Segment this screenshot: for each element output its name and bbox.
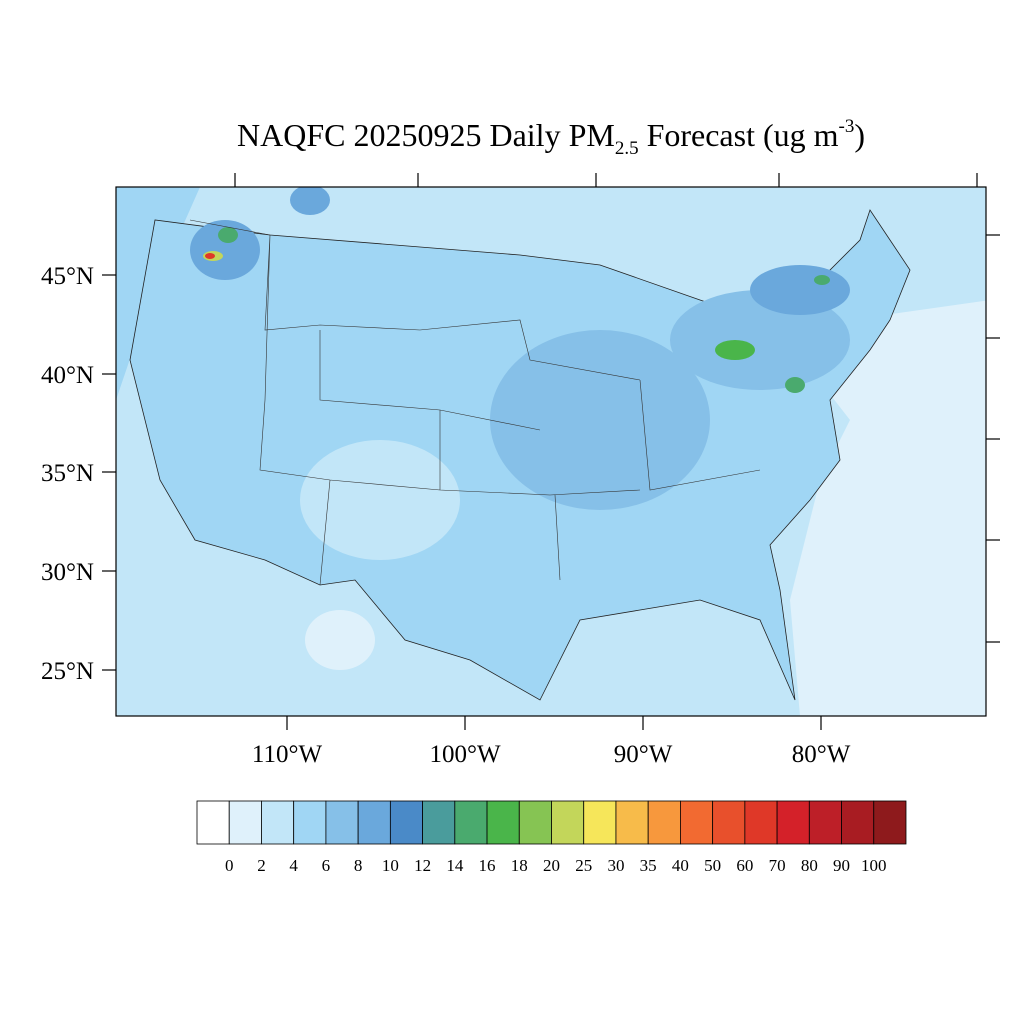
- colorbar-box: [551, 800, 585, 845]
- lat-label: 40°N: [41, 362, 94, 389]
- title-main: NAQFC 20250925 Daily PM: [237, 117, 615, 153]
- concentration-area: [670, 290, 850, 390]
- title-subscript: 2.5: [615, 138, 639, 159]
- colorbar: 0 2 4 6 8 10 12 14 16 18 20 25 30 35 40 50 60 70 80 90 100: [196, 800, 907, 875]
- lon-label: 110°W: [252, 741, 323, 768]
- concentration-area: [814, 275, 830, 285]
- colorbar-label: 30: [607, 856, 624, 875]
- colorbar-label: 2: [257, 856, 266, 875]
- ticks: [102, 173, 1000, 730]
- colorbar-box: [228, 800, 262, 845]
- colorbar-label: 18: [511, 856, 528, 875]
- title-superscript: -3: [839, 116, 855, 137]
- concentration-area: [218, 227, 238, 243]
- colorbar-box: [712, 800, 746, 845]
- colorbar-label: 35: [640, 856, 657, 875]
- colorbar-box: [325, 800, 359, 845]
- lon-label: 90°W: [614, 741, 673, 768]
- colorbar-box: [615, 800, 649, 845]
- colorbar-label: 0: [225, 856, 234, 875]
- lat-label: 25°N: [41, 658, 94, 685]
- map: [116, 187, 986, 716]
- colorbar-label: 8: [354, 856, 363, 875]
- colorbar-box: [680, 800, 714, 845]
- pacific-field: [116, 187, 200, 400]
- lat-label: 45°N: [41, 263, 94, 290]
- map-frame: [115, 186, 987, 717]
- colorbar-label: 90: [833, 856, 850, 875]
- colorbar-box: [518, 800, 552, 845]
- colorbar-box: [841, 800, 875, 845]
- concentration-area: [750, 265, 850, 315]
- atlantic-field: [780, 300, 986, 716]
- colorbar-box: [744, 800, 778, 845]
- colorbar-label: 100: [861, 856, 887, 875]
- concentration-area: [300, 440, 460, 560]
- colorbar-label: 10: [382, 856, 399, 875]
- colorbar-label: 16: [479, 856, 496, 875]
- colorbar-label: 20: [543, 856, 560, 875]
- colorbar-box: [808, 800, 842, 845]
- lat-label: 30°N: [41, 559, 94, 586]
- colorbar-box: [389, 800, 423, 845]
- colorbar-box: [583, 800, 617, 845]
- colorbar-box: [873, 800, 907, 845]
- colorbar-box: [196, 800, 230, 845]
- colorbar-label: 70: [769, 856, 786, 875]
- colorbar-box: [454, 800, 488, 845]
- concentration-area: [715, 340, 755, 360]
- colorbar-label: 4: [289, 856, 298, 875]
- lon-label: 80°W: [792, 741, 851, 768]
- lat-label: 35°N: [41, 460, 94, 487]
- colorbar-label: 12: [414, 856, 431, 875]
- colorbar-box: [261, 800, 295, 845]
- concentration-area: [205, 253, 215, 259]
- title-middle: Forecast (ug m: [639, 117, 839, 153]
- concentration-area: [785, 377, 805, 393]
- colorbar-label: 14: [446, 856, 464, 875]
- colorbar-box: [486, 800, 520, 845]
- colorbar-box: [776, 800, 810, 845]
- colorbar-box: [422, 800, 456, 845]
- concentration-area: [305, 610, 375, 670]
- colorbar-label: 60: [736, 856, 753, 875]
- concentration-area: [290, 187, 330, 215]
- colorbar-box: [647, 800, 681, 845]
- axis-labels: 45°N 40°N 35°N 30°N 25°N 110°W 100°W 90°W 80°W: [41, 263, 851, 768]
- colorbar-label: 50: [704, 856, 721, 875]
- colorbar-label: 40: [672, 856, 689, 875]
- colorbar-label: 80: [801, 856, 818, 875]
- colorbar-box: [293, 800, 327, 845]
- concentration-area: [490, 330, 710, 510]
- title: NAQFC 20250925 Daily PM2.5 Forecast (ug …: [237, 116, 865, 159]
- colorbar-label: 25: [575, 856, 592, 875]
- lon-label: 100°W: [429, 741, 500, 768]
- state-borders: [189, 219, 761, 586]
- colorbar-label: 6: [322, 856, 331, 875]
- colorbar-box: [357, 800, 391, 845]
- title-end: ): [854, 117, 865, 153]
- concentration-area: [190, 220, 260, 280]
